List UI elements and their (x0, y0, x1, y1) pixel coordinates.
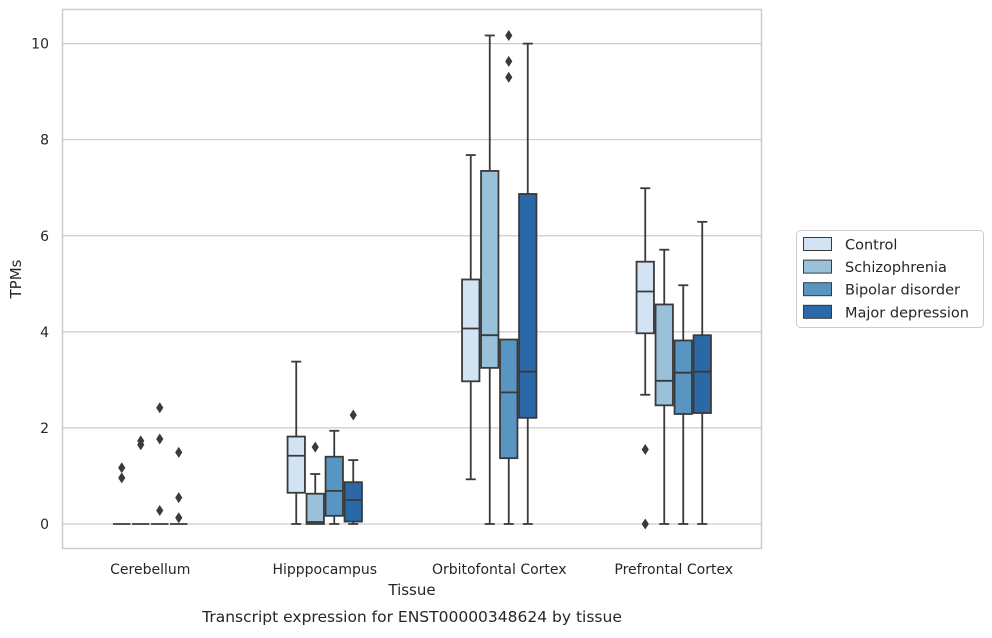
outlier-point (505, 55, 513, 67)
box-body (286, 435, 306, 494)
box-body (324, 455, 344, 517)
outlier-point (137, 439, 145, 451)
y-axis-label: TPMs (7, 259, 25, 299)
box-body (343, 481, 363, 523)
outlier-point (505, 29, 513, 41)
x-tick-label: Hipppocampus (272, 562, 377, 578)
legend-item: Major depression (803, 304, 969, 321)
box-body (499, 338, 519, 460)
y-tick-label: 0 (40, 517, 49, 533)
outlier-point (349, 409, 357, 421)
outlier-point (118, 462, 126, 474)
box-0-3 (170, 446, 188, 525)
legend-swatch (803, 304, 832, 319)
y-tick-label: 8 (40, 133, 49, 149)
outlier-point (641, 444, 649, 456)
box-body (518, 193, 538, 419)
box-0-1 (132, 435, 150, 525)
legend-swatch (803, 237, 832, 251)
box-body (692, 334, 712, 414)
outlier-point (156, 402, 164, 414)
box-2-1 (480, 34, 500, 525)
chart-caption: Transcript expression for ENST0000034862… (201, 608, 622, 626)
legend: Control Schizophrenia Bipolar disorder Majo… (796, 230, 984, 328)
x-tick-label: Cerebellum (110, 562, 190, 578)
box-layer (113, 29, 712, 530)
legend-swatch (803, 259, 832, 274)
box-body (635, 260, 655, 335)
y-tick-label: 4 (40, 325, 49, 341)
legend-item: Bipolar disorder (803, 282, 960, 299)
box-1-0 (286, 360, 306, 525)
x-tick-label: Prefrontal Cortex (614, 562, 733, 578)
outlier-point (175, 446, 183, 458)
legend-label: Major depression (845, 305, 969, 321)
legend-item: Control (803, 237, 897, 254)
box-body (480, 170, 500, 369)
outlier-point (641, 518, 649, 530)
box-3-0 (635, 187, 655, 530)
y-tick-label: 6 (40, 229, 49, 245)
outlier-point (311, 441, 319, 453)
legend-label: Control (845, 238, 897, 254)
box-1-3 (343, 409, 363, 525)
outlier-point (175, 492, 183, 504)
x-tick-label: Orbitofontal Cortex (432, 562, 567, 578)
legend-items: Control Schizophrenia Bipolar disorder Majo… (803, 237, 969, 321)
box-0-0 (113, 462, 131, 525)
outlier-point (156, 505, 164, 517)
outlier-point (156, 433, 164, 445)
x-tick-labels: Cerebellum Hipppocampus Orbitofontal Corte… (110, 562, 733, 578)
legend-label: Bipolar disorder (845, 283, 960, 299)
box-0-2 (151, 402, 169, 525)
box-body (305, 492, 325, 525)
box-3-1 (654, 248, 674, 525)
x-axis-label: Tissue (387, 581, 435, 599)
box-2-3 (518, 42, 538, 525)
box-1-2 (324, 429, 344, 525)
legend-label: Schizophrenia (845, 260, 947, 276)
outlier-point (118, 472, 126, 484)
plot-frame (61, 8, 763, 550)
box-3-3 (692, 220, 712, 525)
box-2-0 (461, 154, 481, 481)
box-1-1 (305, 441, 325, 525)
box-body (673, 339, 693, 415)
legend-swatch (803, 282, 832, 297)
box-2-2 (499, 29, 519, 525)
outlier-point (175, 512, 183, 524)
grid-lines (63, 43, 761, 525)
legend-item: Schizophrenia (803, 259, 947, 276)
box-body (654, 303, 674, 407)
box-body (461, 278, 481, 383)
y-tick-labels: 0 2 4 6 8 10 (31, 37, 49, 533)
y-tick-label: 2 (40, 421, 49, 437)
outlier-point (505, 71, 513, 83)
legend-frame (796, 230, 984, 328)
y-tick-label: 10 (31, 37, 49, 53)
box-3-2 (673, 284, 693, 525)
